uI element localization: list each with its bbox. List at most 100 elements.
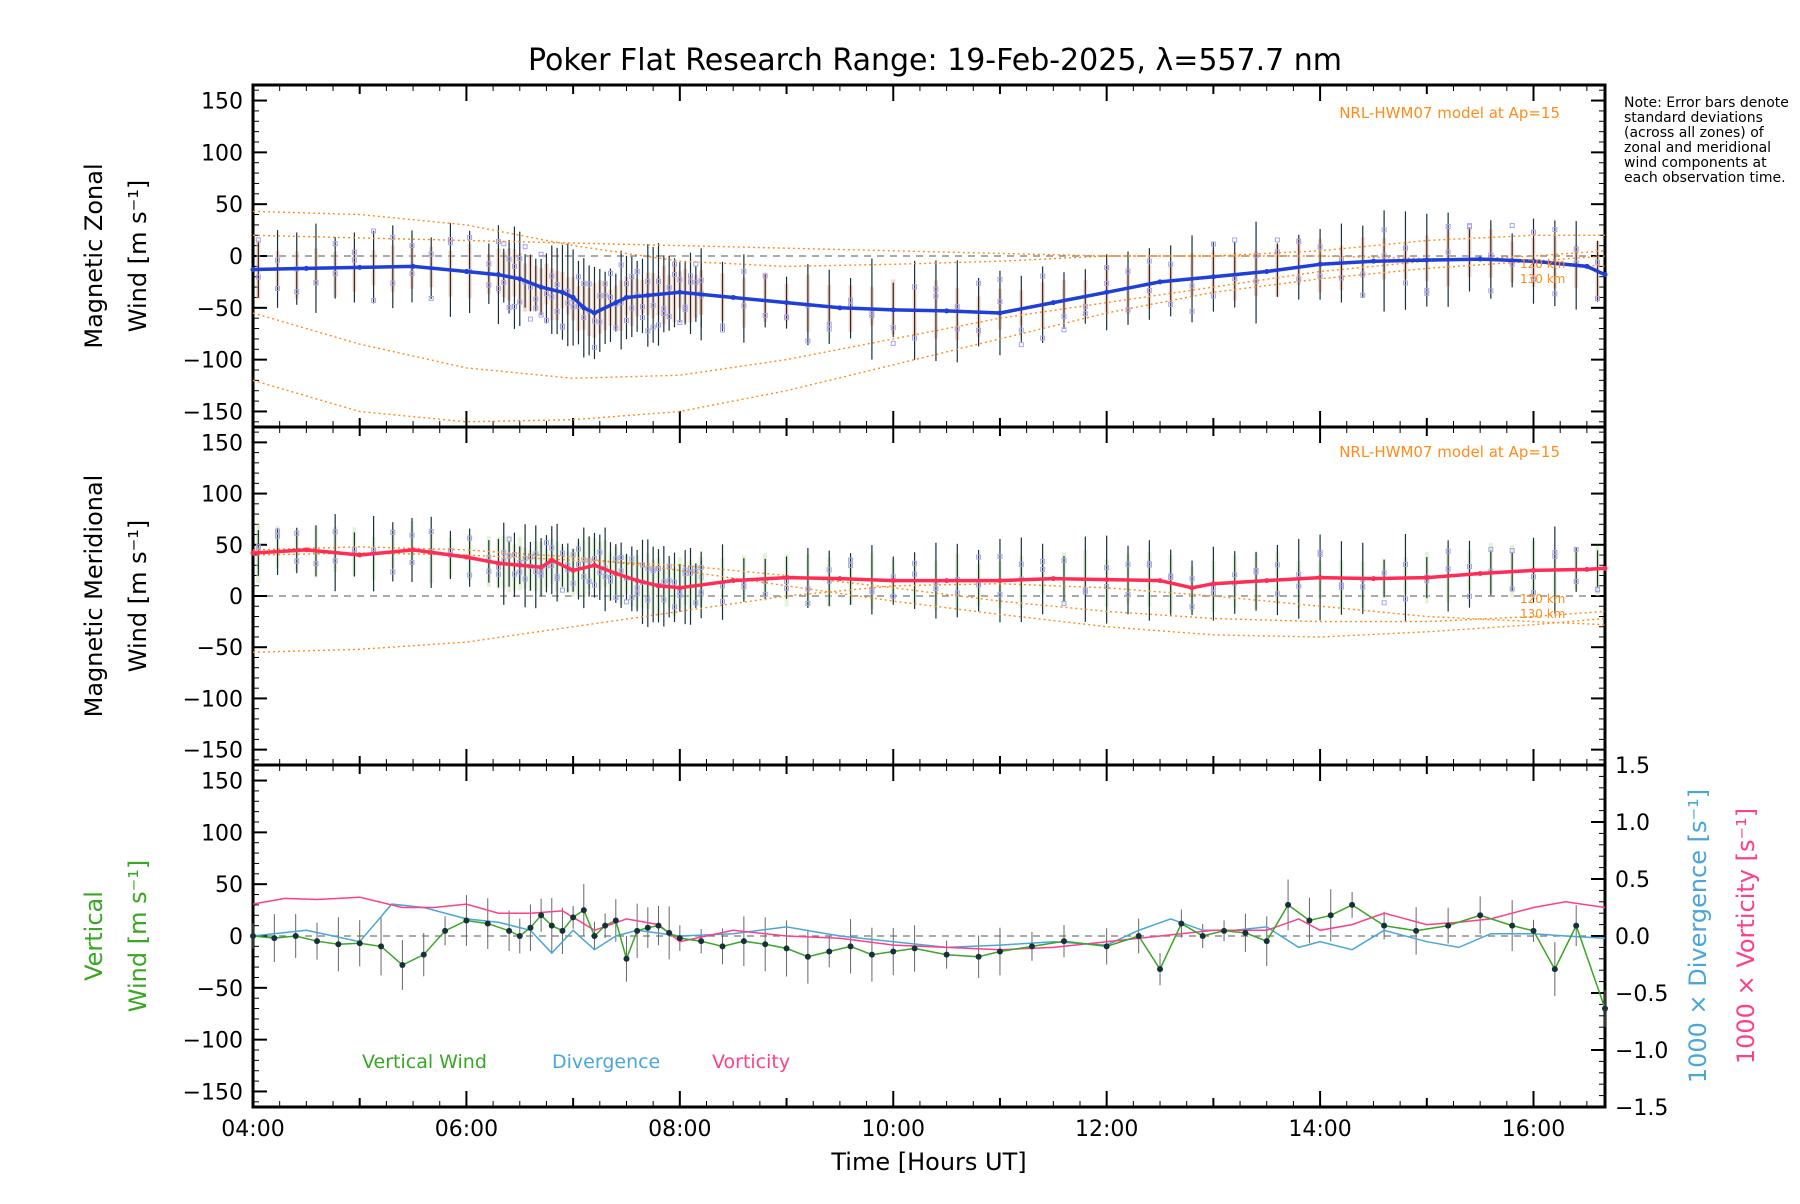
- meridional-model-label: NRL-HWM07 model at Ap=15: [1339, 443, 1560, 461]
- meridional-scatter-point: [826, 567, 832, 573]
- vertical-ytick-label: 50: [215, 873, 243, 898]
- zonal-scatter-point: [371, 228, 377, 234]
- zonal-scatter-point: [1296, 238, 1302, 244]
- zonal-scatter-point: [666, 314, 672, 320]
- meridional-scatter-point: [1146, 561, 1152, 567]
- zonal-scatter-point: [1061, 327, 1067, 333]
- meridional-scatter-point: [1189, 576, 1195, 582]
- meridional-mean-point: [1189, 585, 1195, 591]
- meridional-ytick-label: 150: [201, 431, 243, 456]
- zonal-scatter-point: [554, 308, 560, 314]
- vertical-wind-point: [516, 933, 523, 939]
- zonal-scatter-point: [688, 279, 694, 285]
- meridional-mean-point: [613, 570, 619, 576]
- zonal-mean-point: [677, 289, 683, 295]
- zonal-scatter-point: [1061, 314, 1067, 320]
- vertical-wind-point: [943, 951, 950, 958]
- zonal-scatter-point: [1125, 307, 1131, 313]
- y2-tick-label: 0.5: [1615, 868, 1650, 893]
- y2-tick-label: 0.0: [1615, 925, 1650, 950]
- meridional-mean-point: [1050, 576, 1056, 582]
- zonal-scatter-point: [570, 304, 576, 310]
- zonal-scatter-point: [1381, 227, 1387, 233]
- zonal-scatter-point: [390, 280, 396, 286]
- zonal-scatter-point: [639, 315, 645, 321]
- meridional-scatter-point: [1082, 589, 1088, 595]
- meridional-scatter-point: [294, 530, 300, 536]
- meridional-scatter-point: [522, 556, 528, 562]
- vertical-wind-point: [890, 948, 897, 955]
- zonal-scatter-point: [486, 282, 492, 288]
- vertical-wind-point: [591, 933, 598, 939]
- zonal-mean-point: [495, 272, 501, 278]
- zonal-scatter-point: [997, 276, 1003, 282]
- meridional-scatter-point: [976, 582, 982, 588]
- zonal-scatter-point: [495, 239, 501, 245]
- meridional-scatter-point: [517, 569, 523, 575]
- y2-tick-label: 1.0: [1615, 811, 1650, 836]
- zonal-scatter-point: [511, 303, 517, 309]
- zonal-mean-point: [581, 305, 587, 311]
- meridional-scatter-point: [912, 571, 918, 577]
- zonal-scatter-point: [506, 305, 512, 311]
- zonal-scatter-point: [543, 317, 549, 323]
- vertical-wind-point: [996, 948, 1003, 955]
- meridional-scatter-point: [533, 569, 539, 575]
- meridional-scatter-point: [1445, 548, 1451, 554]
- zonal-scatter-point: [655, 322, 661, 328]
- vertical-wind-point: [548, 922, 555, 929]
- meridional-scatter-point: [655, 566, 661, 572]
- zonal-scatter-point: [671, 271, 677, 277]
- meridional-scatter-point: [390, 569, 396, 575]
- zonal-mean-point: [1602, 272, 1608, 278]
- zonal-scatter-point: [1146, 258, 1152, 264]
- zonal-scatter-point: [607, 294, 613, 300]
- meridional-scatter-point: [661, 579, 667, 585]
- vertical-wind-point: [666, 929, 673, 936]
- zonal-scatter-point: [409, 242, 415, 248]
- legend-vorticity: Vorticity: [712, 1051, 790, 1073]
- meridional-scatter-point: [1040, 558, 1046, 564]
- zonal-mean-point: [1584, 263, 1590, 269]
- zonal-scatter-point: [501, 241, 507, 247]
- zonal-scatter-point: [848, 297, 854, 303]
- vertical-ytick-label: 100: [201, 821, 243, 846]
- meridional-mean-point: [837, 576, 843, 582]
- vertical-wind-point: [623, 955, 630, 962]
- meridional-mean-point: [1477, 570, 1483, 576]
- zonal-scatter-point: [693, 279, 699, 285]
- zonal-scatter-point: [527, 316, 533, 322]
- zonal-scatter-point: [784, 314, 790, 320]
- zonal-panel: 150 100 50 0 −50 −100 −150: [183, 85, 1608, 427]
- meridional-scatter-point: [661, 597, 667, 603]
- zonal-model-curve: [252, 210, 1605, 268]
- zonal-scatter-point: [762, 273, 768, 279]
- meridional-scatter-point: [1232, 572, 1238, 578]
- zonal-mean-point: [1370, 258, 1376, 264]
- meridional-scatter-point: [597, 549, 603, 555]
- meridional-scatter-point: [997, 592, 1003, 598]
- meridional-scatter-point: [1104, 565, 1110, 571]
- legend-divergence: Divergence: [552, 1051, 660, 1073]
- zonal-ytick-label: −150: [183, 400, 243, 425]
- zonal-scatter-point: [1189, 283, 1195, 289]
- meridional-scatter-point: [671, 604, 677, 610]
- zonal-scatter-point: [1402, 280, 1408, 286]
- zonal-scatter-point: [890, 340, 896, 346]
- meridional-scatter-point: [976, 554, 982, 560]
- meridional-scatter-point: [554, 576, 560, 582]
- vertical-wind-point: [1445, 922, 1452, 929]
- zonal-scatter-point: [313, 280, 319, 286]
- meridional-scatter-point: [1018, 561, 1024, 567]
- zonal-scatter-point: [1338, 275, 1344, 281]
- zonal-scatter-point: [1595, 295, 1601, 301]
- meridional-ylabel-line1: Magnetic Meridional: [80, 475, 108, 718]
- vertical-wind-point: [698, 938, 705, 945]
- meridional-scatter-point: [682, 567, 688, 573]
- vertical-wind-point: [570, 914, 577, 921]
- vertical-wind-point: [335, 941, 342, 948]
- zonal-mean-line: [252, 257, 1606, 315]
- vertical-ytick-label: 0: [229, 925, 243, 950]
- meridional-scatter-point: [575, 546, 581, 552]
- x-axis-label: Time [Hours UT]: [830, 1148, 1026, 1176]
